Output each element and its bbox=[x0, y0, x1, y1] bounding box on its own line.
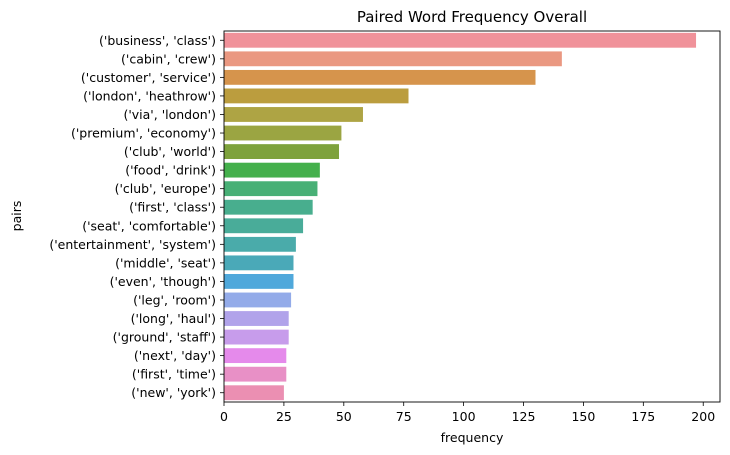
x-tick-label: 75 bbox=[396, 409, 412, 424]
x-tick-label: 175 bbox=[631, 409, 655, 424]
bar bbox=[224, 32, 697, 48]
bar bbox=[224, 199, 313, 215]
bar bbox=[224, 107, 363, 122]
y-tick-label: ('customer', 'service') bbox=[81, 70, 216, 85]
x-tick-label: 100 bbox=[452, 409, 476, 424]
y-tick-label: ('club', 'world') bbox=[124, 144, 216, 159]
y-tick-label: ('long', 'haul') bbox=[131, 311, 216, 326]
bar bbox=[224, 162, 320, 178]
y-axis-label: pairs bbox=[9, 201, 24, 232]
x-axis-label: frequency bbox=[441, 430, 504, 445]
bar-group bbox=[224, 32, 697, 401]
y-tick-label: ('middle', 'seat') bbox=[115, 255, 216, 270]
bar bbox=[224, 311, 289, 326]
bar bbox=[224, 236, 296, 252]
x-tick-labels: 0 25 50 75 100 125 150 175 200 bbox=[220, 402, 715, 424]
y-tick-label: ('leg', 'room') bbox=[133, 292, 216, 307]
bar bbox=[224, 329, 289, 345]
y-tick-label: ('new', 'york') bbox=[131, 385, 216, 400]
y-tick-label: ('even', 'though') bbox=[110, 274, 216, 289]
x-tick-label: 0 bbox=[220, 409, 228, 424]
bar bbox=[224, 274, 294, 289]
bar bbox=[224, 51, 562, 67]
y-tick-label: ('food', 'drink') bbox=[125, 163, 216, 178]
x-tick-label: 50 bbox=[336, 409, 352, 424]
bar bbox=[224, 181, 318, 197]
y-tick-label: ('club', 'europe') bbox=[115, 181, 216, 196]
y-tick-label: ('london', 'heathrow') bbox=[83, 88, 216, 103]
bar bbox=[224, 366, 287, 382]
y-tick-label: ('seat', 'comfortable') bbox=[82, 218, 216, 233]
y-tick-label: ('business', 'class') bbox=[99, 33, 216, 48]
y-tick-labels: ('business', 'class') ('cabin', 'crew') ('… bbox=[49, 33, 224, 400]
bar bbox=[224, 218, 304, 234]
y-tick-label: ('first', 'class') bbox=[129, 200, 216, 215]
bar bbox=[224, 88, 409, 104]
bar bbox=[224, 292, 292, 308]
y-tick-label: ('first', 'time') bbox=[132, 367, 216, 382]
y-tick-label: ('ground', 'staff') bbox=[113, 330, 216, 345]
y-tick-label: ('entertainment', 'system') bbox=[49, 237, 216, 252]
x-tick-label: 200 bbox=[691, 409, 715, 424]
bar bbox=[224, 144, 340, 159]
bar bbox=[224, 385, 284, 401]
bar bbox=[224, 69, 536, 85]
y-tick-label: ('premium', 'economy') bbox=[71, 126, 216, 141]
y-tick-label: ('via', 'london') bbox=[123, 107, 216, 122]
bar bbox=[224, 255, 294, 271]
x-tick-label: 125 bbox=[512, 409, 536, 424]
x-tick-label: 150 bbox=[571, 409, 595, 424]
y-tick-label: ('cabin', 'crew') bbox=[121, 51, 216, 66]
bar bbox=[224, 348, 287, 364]
bar bbox=[224, 125, 342, 141]
chart-title: Paired Word Frequency Overall bbox=[357, 8, 587, 26]
y-tick-label: ('next', 'day') bbox=[134, 348, 216, 363]
plot-frame bbox=[223, 30, 721, 403]
x-tick-label: 25 bbox=[276, 409, 292, 424]
